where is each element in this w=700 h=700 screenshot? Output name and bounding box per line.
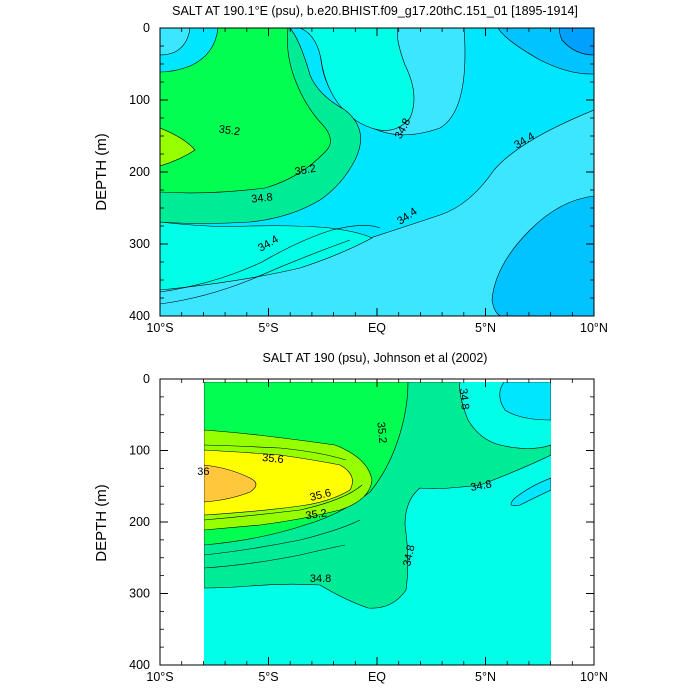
top-region-deep-right — [491, 195, 594, 316]
top-region-35-4 — [160, 127, 196, 167]
bottom-panel: SALT AT 190 (psu), Johnson et al (2002) — [93, 351, 608, 684]
top-y-tick-label: 400 — [129, 309, 150, 323]
bottom-y-tick-label: 0 — [143, 372, 150, 386]
bottom-contour-label: 34.8 — [401, 544, 417, 567]
bottom-contour-label: 36 — [197, 466, 209, 478]
bottom-x-tick-label: 5°S — [258, 670, 278, 684]
bottom-contour-field — [204, 382, 551, 665]
top-contour-field — [160, 28, 594, 316]
top-y-tick-label: 100 — [129, 93, 150, 107]
top-x-tick-label: 5°S — [258, 321, 278, 335]
top-x-tick-label: 10°S — [146, 321, 173, 335]
top-region-35-2 — [160, 28, 331, 194]
bottom-y-tick-label: 100 — [129, 444, 150, 458]
bottom-contour-line-left-4 — [204, 544, 346, 569]
top-contour-label: 34.8 — [251, 191, 274, 205]
top-y-tick-label: 0 — [143, 21, 150, 35]
bottom-contour-labels: 36 35.6 35.6 35.2 35.2 34.8 34.8 34.8 34.8 — [197, 388, 492, 585]
top-x-tick-label: 10°N — [580, 321, 608, 335]
bottom-x-tick-label: 10°S — [146, 670, 173, 684]
bottom-contour-label: 34.8 — [457, 388, 471, 411]
bottom-contour-label: 35.2 — [305, 507, 328, 522]
top-contour-line-34-4-lower — [160, 225, 381, 293]
bottom-contour-line-left-3 — [204, 519, 361, 556]
bottom-x-tick-label: EQ — [368, 670, 386, 684]
top-panel: SALT AT 190.1°E (psu), b.e20.BHIST.f09_g… — [93, 4, 608, 335]
bottom-panel-title: SALT AT 190 (psu), Johnson et al (2002) — [263, 351, 488, 365]
bottom-x-tick-label: 10°N — [580, 670, 608, 684]
bottom-contour-label: 34.8 — [310, 573, 331, 585]
bottom-contour-label: 34.8 — [470, 478, 493, 494]
bottom-contour-label: 35.6 — [309, 487, 333, 504]
bottom-region-fresh-right-deep — [510, 477, 551, 506]
bottom-contour-line-left-1 — [204, 444, 347, 461]
bottom-y-tick-label: 300 — [129, 587, 150, 601]
top-ticks: 10°S 5°S EQ 5°N 10°N 0 100 200 300 400 — [129, 21, 608, 335]
top-x-tick-label: EQ — [368, 321, 386, 335]
bottom-x-tick-label: 5°N — [475, 670, 496, 684]
top-y-tick-label: 300 — [129, 237, 150, 251]
top-y-axis-label: DEPTH (m) — [93, 133, 110, 211]
top-region-34-8 — [160, 28, 415, 131]
bottom-y-tick-label: 200 — [129, 515, 150, 529]
bottom-ticks: 10°S 5°S EQ 5°N 10°N 0 100 200 300 400 — [129, 372, 608, 684]
bottom-contour-label: 35.2 — [374, 421, 388, 444]
bottom-contour-label: 35.6 — [262, 452, 285, 466]
top-contour-line-bottom — [160, 239, 351, 305]
top-y-tick-label: 200 — [129, 165, 150, 179]
bottom-region-36-0 — [204, 464, 257, 503]
top-contour-label: 35.2 — [218, 123, 241, 138]
top-region-deep-left — [160, 221, 373, 291]
bottom-region-fresh-right — [499, 382, 551, 421]
top-x-tick-label: 5°N — [475, 321, 496, 335]
bottom-y-tick-label: 400 — [129, 658, 150, 672]
bottom-contour-line-left-2 — [204, 484, 363, 521]
bottom-y-axis-label: DEPTH (m) — [93, 484, 110, 562]
top-region-freshest-core — [160, 28, 191, 56]
top-region-fresh-right-core — [559, 28, 594, 56]
top-contour-label: 35.2 — [294, 163, 317, 179]
bottom-region-35-6 — [204, 449, 353, 516]
top-panel-title: SALT AT 190.1°E (psu), b.e20.BHIST.f09_g… — [172, 4, 578, 18]
